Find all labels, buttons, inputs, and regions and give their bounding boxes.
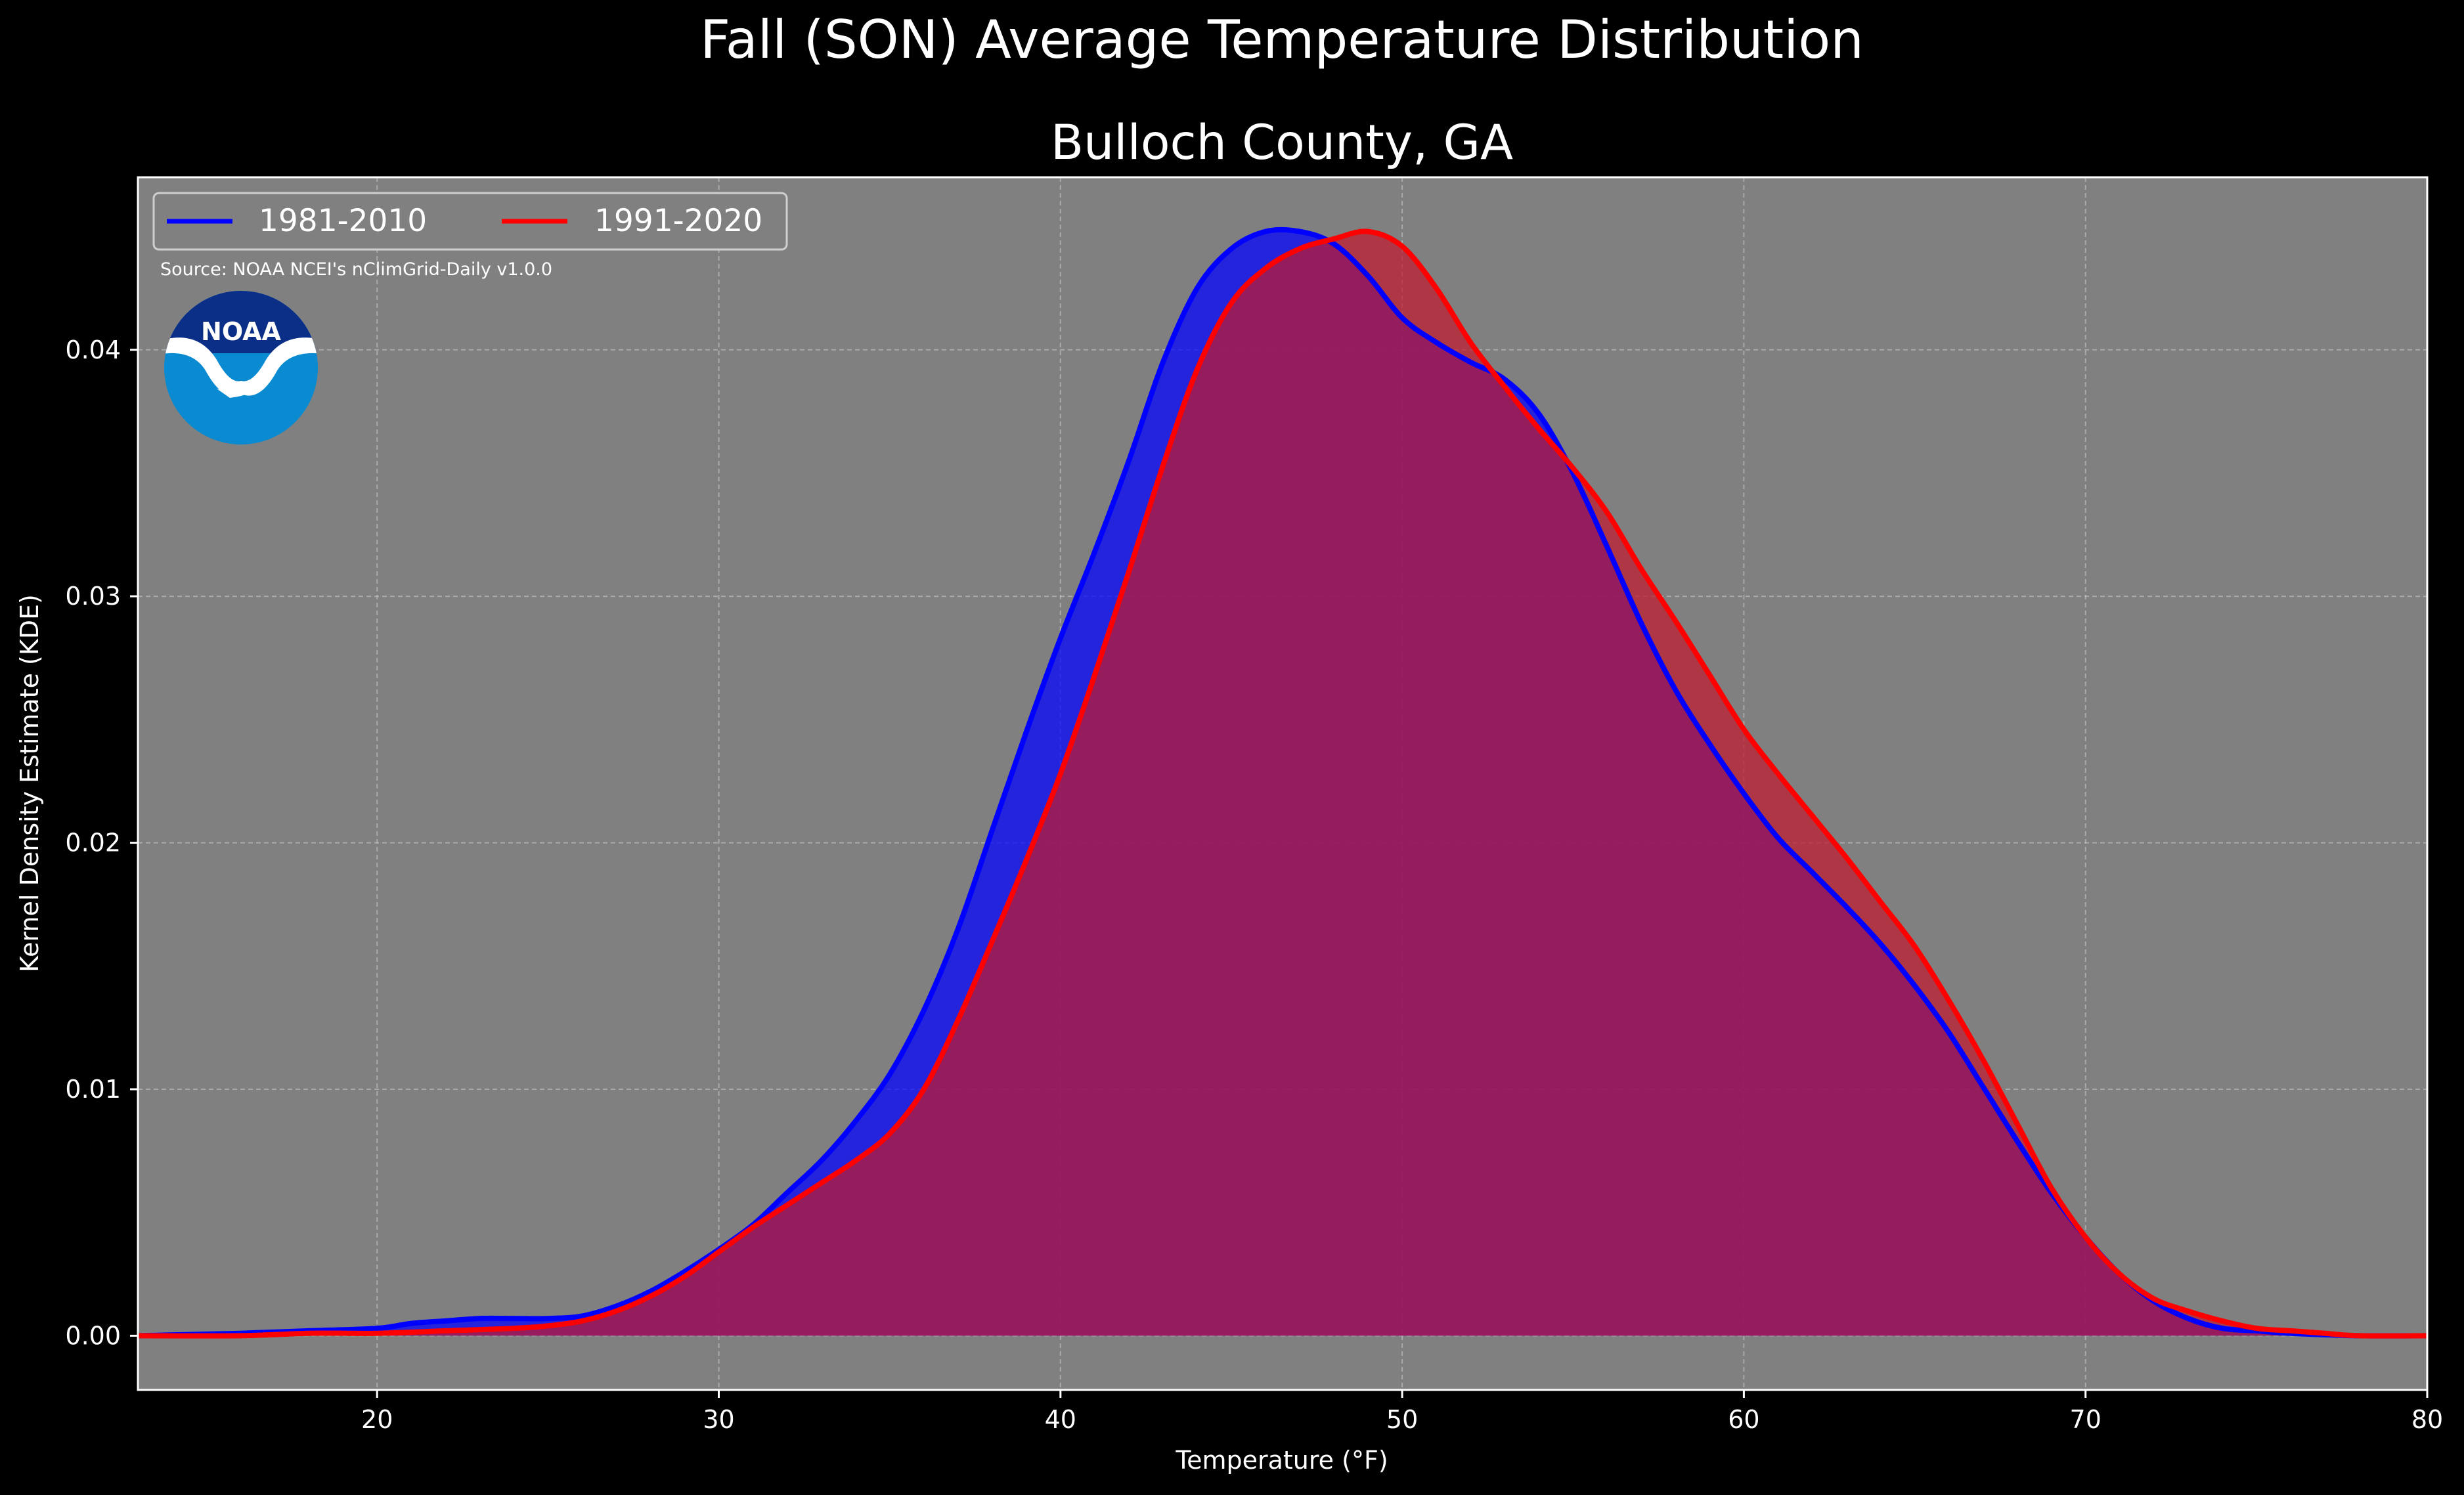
legend-label-1981-2010: 1981-2010 (259, 203, 427, 239)
x-tick-label: 60 (1728, 1405, 1759, 1434)
series-line-1991-2020 (137, 228, 2428, 1339)
source-note: Source: NOAA NCEI's nClimGrid-Daily v1.0… (160, 259, 552, 280)
series-lines (137, 227, 2428, 1339)
x-tick-label: 20 (361, 1405, 393, 1434)
x-tick-label: 50 (1386, 1405, 1418, 1434)
x-tick-label: 80 (2411, 1405, 2443, 1434)
chart-suptitle: Fall (SON) Average Temperature Distribut… (700, 9, 1864, 70)
series-line-1981-2010 (137, 227, 2428, 1339)
series-fills (138, 229, 2427, 1336)
series-area-1991-2020 (138, 231, 2427, 1336)
y-tick-label: 0.02 (65, 829, 121, 857)
y-tick-label: 0.01 (65, 1075, 121, 1104)
plot-area (137, 176, 2429, 1391)
legend-label-1991-2020: 1991-2020 (594, 203, 762, 239)
x-axis-label: Temperature (°F) (1175, 1446, 1388, 1475)
plot-border (137, 176, 2429, 1391)
chart-title: Bulloch County, GA (1051, 115, 1513, 171)
legend-box (152, 192, 788, 251)
x-tick-label: 40 (1045, 1405, 1076, 1434)
y-axis-ticks: 0.00 0.01 0.02 0.03 0.04 (65, 336, 138, 1350)
y-tick-label: 0.04 (65, 336, 121, 364)
legend: 1981-2010 1991-2020 (152, 192, 788, 251)
x-tick-label: 70 (2070, 1405, 2101, 1434)
y-axis-label: Kernel Density Estimate (KDE) (15, 594, 44, 972)
x-tick-label: 30 (703, 1405, 734, 1434)
y-tick-label: 0.00 (65, 1321, 121, 1350)
y-tick-label: 0.03 (65, 582, 121, 611)
x-axis-ticks: 20 30 40 50 60 70 80 (361, 1390, 2443, 1434)
noaa-logo-text: NOAA (201, 317, 281, 346)
